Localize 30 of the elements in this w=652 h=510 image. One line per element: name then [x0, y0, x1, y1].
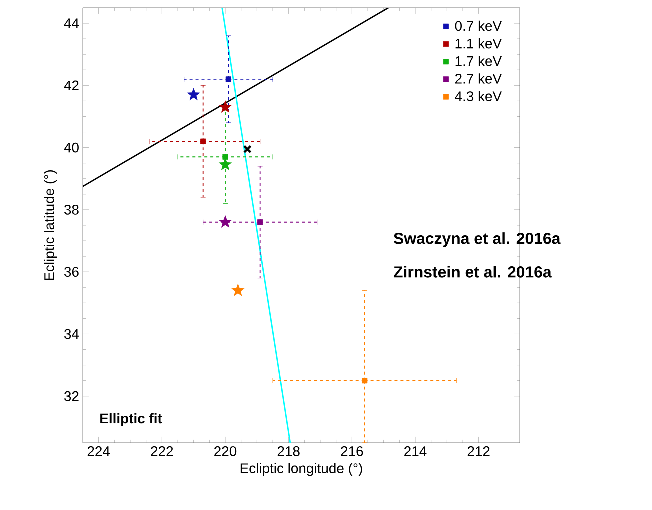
x-tick-label: 214	[404, 446, 427, 456]
point	[226, 76, 232, 82]
y-tick-label: 36	[64, 267, 79, 278]
x-tick-label: 212	[468, 446, 490, 456]
point	[243, 145, 252, 154]
legend-label: 0.7 keV	[455, 20, 502, 32]
x-tick-label: 216	[341, 446, 364, 456]
legend-label: 1.1 keV	[456, 38, 502, 49]
y-axis-title: Ecliptic latitude (°)	[44, 170, 58, 280]
legend-label: 4.3 keV	[455, 91, 502, 102]
y-tick-label: 42	[64, 80, 79, 91]
annotation: Elliptic fit	[100, 413, 162, 426]
legend-label: 2.7 keV	[455, 74, 502, 84]
annotation: Zirnstein et al. 2016a	[394, 266, 552, 278]
x-tick-label: 222	[151, 446, 174, 456]
point	[258, 220, 264, 226]
x-axis-title: Ecliptic longitude (°)	[240, 463, 362, 476]
y-tick-label: 34	[64, 329, 80, 340]
y-tick-label: 44	[64, 18, 80, 28]
y-tick-label: 40	[64, 142, 79, 153]
point	[362, 378, 368, 384]
annotation: Swaczyna et al. 2016a	[394, 232, 561, 248]
point	[200, 138, 206, 144]
y-tick-label: 38	[64, 205, 79, 215]
point	[222, 154, 228, 160]
x-tick-label: 220	[214, 446, 237, 456]
x-tick-label: 218	[278, 446, 300, 456]
y-tick-label: 32	[64, 391, 79, 402]
x-tick-label: 224	[88, 446, 110, 456]
legend-label: 1.7 keV	[456, 56, 502, 66]
